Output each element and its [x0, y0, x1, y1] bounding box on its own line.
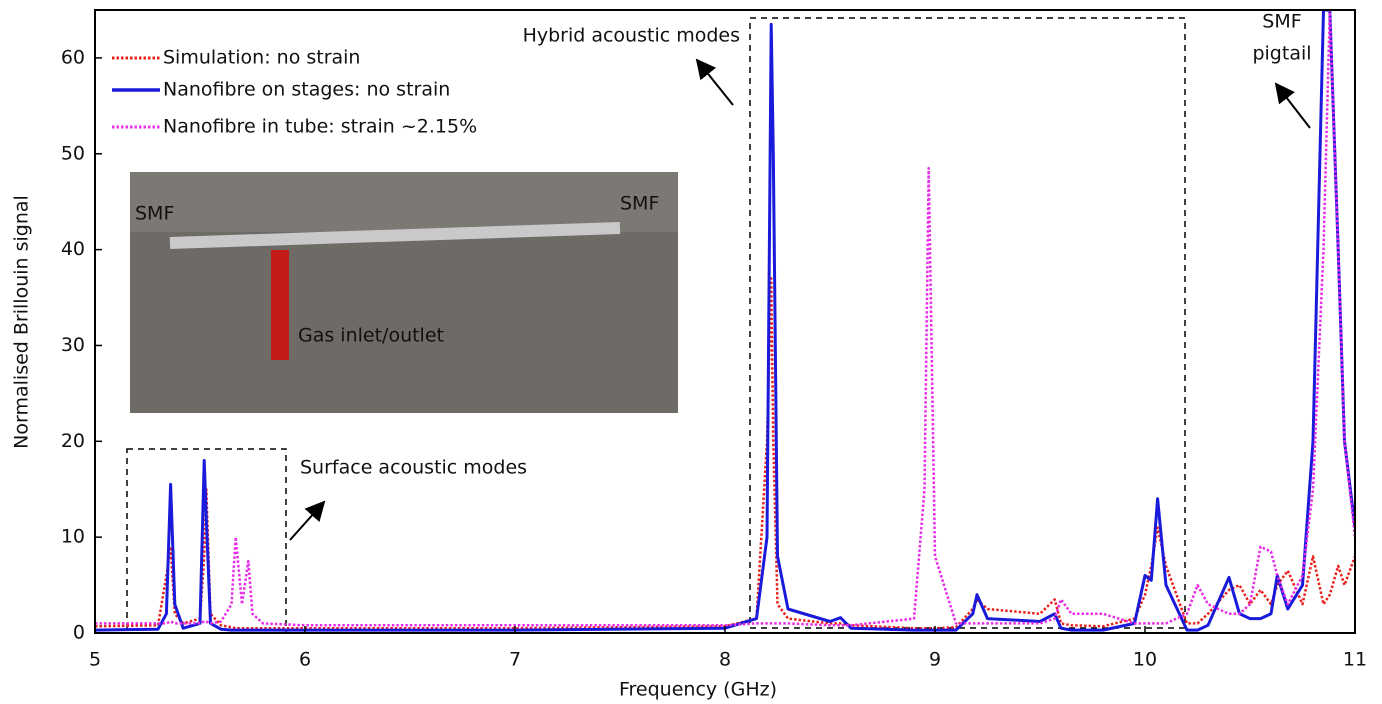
x-tick-label: 11	[1343, 649, 1367, 671]
legend-label: Simulation: no strain	[163, 47, 360, 69]
y-axis-label: Normalised Brillouin signal	[11, 195, 33, 449]
inset-photo-shade	[130, 172, 678, 232]
series-line	[95, 10, 1355, 627]
inset-label: SMF	[135, 203, 174, 225]
legend-label: Nanofibre in tube: strain ~2.15%	[163, 116, 477, 138]
hybrid-box	[749, 17, 1186, 629]
arrow	[695, 58, 734, 106]
y-tick-label: 10	[61, 526, 85, 548]
y-tick-label: 60	[61, 46, 85, 68]
y-tick-label: 0	[73, 622, 85, 644]
x-tick-label: 5	[89, 649, 101, 671]
y-tick-label: 20	[61, 430, 85, 452]
x-tick-label: 8	[719, 649, 731, 671]
x-axis-label: Frequency (GHz)	[619, 679, 777, 701]
inset-tube	[169, 222, 621, 249]
x-tick-label: 10	[1133, 649, 1157, 671]
y-tick-label: 50	[61, 142, 85, 164]
series-line	[95, 10, 1355, 632]
plot-lines	[95, 10, 1355, 632]
x-tick-label: 6	[299, 649, 311, 671]
series-line	[95, 277, 1355, 630]
arrow	[289, 500, 326, 541]
arrow	[1274, 82, 1311, 129]
annotation: Hybrid acoustic modes	[523, 25, 740, 47]
legend-label: Nanofibre on stages: no strain	[163, 79, 450, 101]
x-tick-label: 7	[509, 649, 521, 671]
annotation: SMF	[1262, 11, 1301, 33]
inset-label: SMF	[620, 193, 659, 215]
inset-label: Gas inlet/outlet	[298, 325, 444, 347]
y-tick-label: 30	[61, 334, 85, 356]
y-tick-label: 40	[61, 238, 85, 260]
x-tick-label: 9	[929, 649, 941, 671]
annotation: pigtail	[1252, 43, 1311, 65]
annotation: Surface acoustic modes	[300, 457, 527, 479]
